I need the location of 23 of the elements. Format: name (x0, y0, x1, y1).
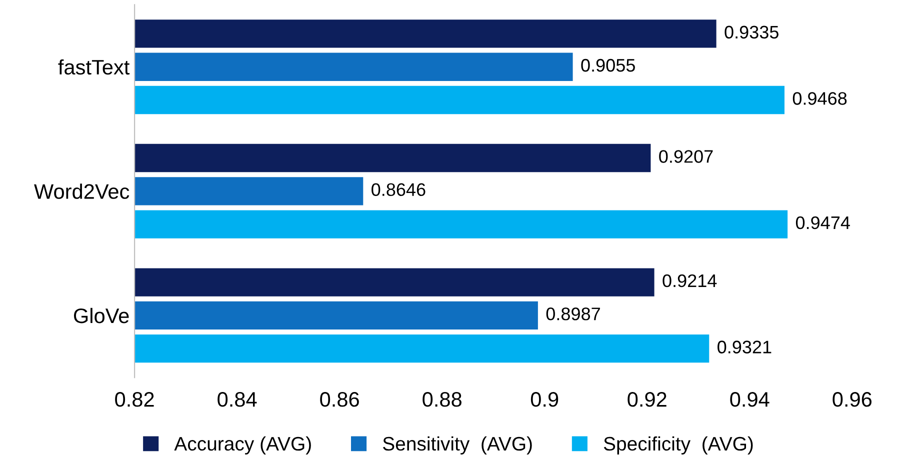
x-tick-label: 0.82 (115, 392, 154, 407)
data-label: 0.9468 (792, 92, 847, 105)
x-tick-label: 0.9 (530, 392, 558, 407)
data-label: 0.9321 (718, 340, 772, 354)
x-tick-label: 0.92 (628, 392, 666, 407)
y-tick-label: Word2Vec (34, 184, 130, 199)
legend-label: Accuracy (AVG) (174, 436, 311, 454)
y-tick-label: GloVe (74, 308, 129, 324)
x-tick-label: 0.84 (218, 392, 257, 407)
y-tick-label: fastText (58, 59, 130, 75)
data-label: 0.9335 (724, 26, 778, 39)
data-label: 0.9474 (796, 216, 850, 230)
legend-label: Specificity (AVG) (604, 436, 753, 454)
x-tick-label: 0.96 (832, 392, 872, 407)
x-tick-label: 0.88 (422, 392, 462, 407)
data-label: 0.9207 (659, 150, 713, 163)
data-label: 0.9214 (662, 274, 717, 288)
data-label: 0.9055 (581, 58, 635, 72)
x-tick-label: 0.94 (730, 392, 770, 407)
data-label: 0.8646 (372, 183, 426, 196)
x-tick-label: 0.86 (320, 392, 359, 407)
legend-label: Sensitivity (AVG) (383, 436, 532, 454)
data-label: 0.8987 (546, 308, 600, 320)
